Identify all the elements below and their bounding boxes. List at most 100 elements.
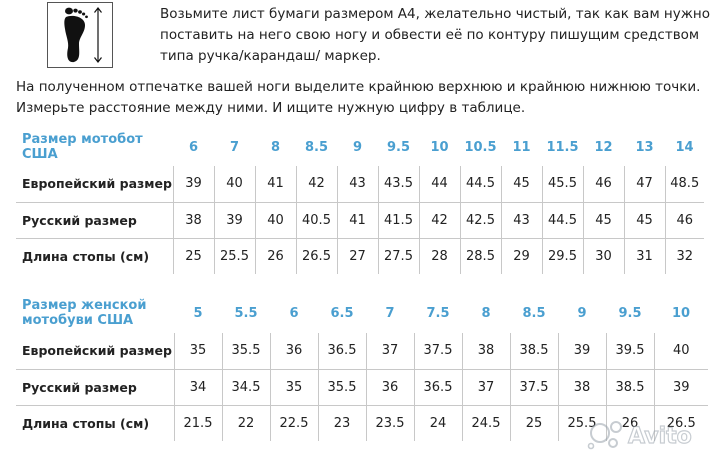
table-cell: 23.5 (365, 405, 414, 441)
table-cell: 27.5 (377, 238, 419, 274)
moto-us-size: 6 (188, 139, 199, 155)
table-cell: 44 (418, 166, 460, 203)
women-us-size: 5 (193, 305, 203, 321)
women-header-label-line2: мотобуви США (22, 313, 134, 328)
women-us-size: 9.5 (618, 305, 642, 321)
table-cell: 46 (664, 202, 704, 239)
instruction-step-1: Возьмите лист бумаги размером А4, желате… (160, 6, 710, 64)
table-cell: 21.5 (173, 405, 222, 441)
women-header-row: Размер женской мотобуви США 5 5.5 6 6.5 … (16, 293, 708, 333)
row-label-eu: Европейский размер (16, 333, 174, 370)
row-label-foot-length: Длина стопы (см) (22, 415, 150, 431)
moto-us-size: 8 (270, 139, 281, 155)
table-cell: 32 (664, 238, 704, 274)
moto-us-size: 8.5 (304, 139, 329, 155)
table-cell: 43 (336, 166, 378, 203)
table-cell: 29 (500, 238, 542, 274)
table-cell: 39 (213, 202, 255, 239)
table-cell: 37.5 (509, 369, 558, 406)
moto-us-size: 12 (594, 139, 613, 155)
women-us-size: 9 (577, 305, 587, 321)
women-us-size: 5.5 (234, 305, 258, 321)
women-header-label: Размер женской мотобуви США (16, 293, 174, 333)
table-cell: 26 (254, 238, 296, 274)
table-cell: 48.5 (664, 166, 704, 203)
avito-logo-icon: Avito (587, 421, 692, 450)
table-row: Европейский размер 35 35.5 36 36.5 37 37… (16, 333, 708, 370)
table-cell: 38.5 (509, 333, 558, 370)
table-cell: 25 (172, 238, 214, 274)
row-label-eu: Европейский размер (16, 166, 173, 203)
table-cell: 35 (269, 369, 318, 406)
table-cell: 44.5 (541, 202, 583, 239)
table-cell: 28.5 (459, 238, 501, 274)
table-cell: 39 (172, 166, 214, 203)
table-cell: 28 (418, 238, 460, 274)
moto-us-size: 9.5 (386, 139, 411, 155)
table-cell: 41.5 (377, 202, 419, 239)
table-cell: 45 (623, 202, 665, 239)
row-label-ru: Русский размер (16, 369, 174, 406)
table-cell: 39 (653, 369, 708, 406)
women-size-table: Размер женской мотобуви США 5 5.5 6 6.5 … (16, 293, 708, 441)
table-cell: 42 (418, 202, 460, 239)
table-cell: 36 (269, 333, 318, 370)
table-cell: 40 (653, 333, 708, 370)
table-cell: 29.5 (541, 238, 583, 274)
women-us-size: 8.5 (522, 305, 546, 321)
table-cell: 25.5 (557, 405, 606, 441)
table-cell: 37 (365, 333, 414, 370)
moto-us-size: 11.5 (546, 139, 579, 155)
table-cell: 24 (413, 405, 462, 441)
table-cell: 34.5 (221, 369, 270, 406)
table-cell: 42.5 (459, 202, 501, 239)
moto-size-table: Размер мотобот США 6 7 8 8.5 9 9.5 10 10… (16, 128, 704, 274)
table-cell: 23 (317, 405, 366, 441)
table-cell: 30 (582, 238, 624, 274)
table-cell: 38 (461, 333, 510, 370)
table-cell: 38 (557, 369, 606, 406)
foot-measure-illustration (47, 2, 113, 68)
table-cell: 35 (173, 333, 222, 370)
table-cell: 24.5 (461, 405, 510, 441)
women-us-size: 7 (385, 305, 395, 321)
table-cell: 26.5 (295, 238, 337, 274)
table-cell: 40 (213, 166, 255, 203)
table-cell: 39 (557, 333, 606, 370)
table-row: Русский размер 34 34.5 35 35.5 36 36.5 3… (16, 369, 708, 406)
moto-us-size: 9 (352, 139, 363, 155)
table-cell: 37.5 (413, 333, 462, 370)
moto-header-label: Размер мотобот США (22, 132, 143, 162)
table-cell: 40.5 (295, 202, 337, 239)
row-label-ru: Русский размер (16, 202, 173, 239)
women-us-size: 8 (481, 305, 491, 321)
table-cell: 40 (254, 202, 296, 239)
table-cell: 37 (461, 369, 510, 406)
table-row: Длина стопы (см) 25 25.5 26 26.5 27 27.5… (16, 238, 704, 274)
table-row: Длина стопы (см) 21.5 22 22.5 23 23.5 24… (16, 405, 708, 441)
table-cell: 41 (336, 202, 378, 239)
table-cell: 36.5 (317, 333, 366, 370)
table-cell: 45 (582, 202, 624, 239)
moto-us-size: 11 (512, 139, 531, 155)
table-cell: 34 (173, 369, 222, 406)
row-label-foot-length: Длина стопы (см) (22, 248, 150, 264)
moto-us-size: 10.5 (464, 139, 497, 155)
moto-us-size: 14 (675, 139, 694, 155)
table-cell: 43.5 (377, 166, 419, 203)
table-cell: 35.5 (317, 369, 366, 406)
women-us-size: 7.5 (426, 305, 450, 321)
avito-watermark: Avito (586, 416, 714, 452)
table-cell: 41 (254, 166, 296, 203)
table-row: Русский размер 38 39 40 40.5 41 41.5 42 … (16, 202, 704, 239)
table-row: Европейский размер 39 40 41 42 43 43.5 4… (16, 166, 704, 203)
table-cell: 36 (365, 369, 414, 406)
moto-header-row: Размер мотобот США 6 7 8 8.5 9 9.5 10 10… (16, 128, 704, 166)
table-cell: 35.5 (221, 333, 270, 370)
table-cell: 22 (221, 405, 270, 441)
table-cell: 46 (582, 166, 624, 203)
avito-watermark-text: Avito (628, 424, 692, 449)
table-cell: 27 (336, 238, 378, 274)
table-cell: 25.5 (213, 238, 255, 274)
table-cell: 36.5 (413, 369, 462, 406)
